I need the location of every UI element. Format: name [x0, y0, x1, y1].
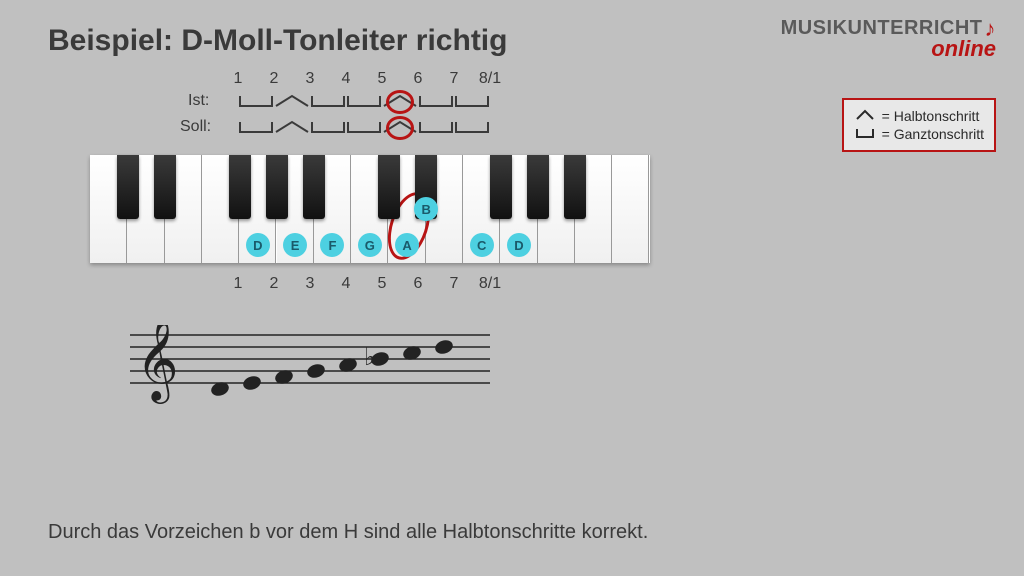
white-key — [612, 155, 649, 263]
black-key — [303, 155, 325, 219]
half-step-symbol — [854, 108, 876, 124]
scale-number: 1 — [220, 70, 256, 88]
note-marker: D — [507, 233, 531, 257]
black-key — [564, 155, 586, 219]
scale-number: 4 — [328, 70, 364, 88]
music-staff: 𝄞 ♭ — [130, 325, 490, 425]
black-key — [117, 155, 139, 219]
scale-number: 8/1 — [472, 70, 508, 88]
scale-number: 2 — [256, 70, 292, 88]
black-key — [527, 155, 549, 219]
highlight-circle — [386, 116, 414, 140]
scale-number: 6 — [400, 275, 436, 293]
soll-label: Soll: — [180, 118, 211, 136]
legend-box: = Halbtonschritt = Ganztonschritt — [842, 98, 996, 152]
brand-logo: MUSIKUNTERRICHT♪ online — [781, 18, 996, 60]
ist-label: Ist: — [188, 92, 209, 110]
scale-number: 8/1 — [472, 275, 508, 293]
scale-number: 1 — [220, 275, 256, 293]
soll-brackets — [238, 118, 494, 138]
scale-numbers-bottom: 12345678/1 — [220, 275, 508, 293]
highlight-circle — [386, 90, 414, 114]
ist-brackets — [238, 92, 494, 112]
whole-step-symbol — [854, 126, 876, 142]
piano-keyboard: DEFGABCD — [90, 155, 650, 263]
scale-number: 3 — [292, 70, 328, 88]
caption-text: Durch das Vorzeichen b vor dem H sind al… — [48, 521, 648, 544]
scale-number: 5 — [364, 70, 400, 88]
note-marker: D — [246, 233, 270, 257]
whole-step-label: = Ganztonschritt — [882, 126, 984, 142]
scale-number: 7 — [436, 275, 472, 293]
scale-numbers-top: 12345678/1 — [220, 70, 508, 88]
black-key — [378, 155, 400, 219]
black-key — [490, 155, 512, 219]
note-marker: G — [358, 233, 382, 257]
black-key — [229, 155, 251, 219]
half-step-label: = Halbtonschritt — [882, 108, 980, 124]
scale-number: 6 — [400, 70, 436, 88]
scale-number: 4 — [328, 275, 364, 293]
note-marker: E — [283, 233, 307, 257]
treble-clef-icon: 𝄞 — [136, 325, 179, 404]
logo-text-2: online — [781, 38, 996, 60]
note-marker: C — [470, 233, 494, 257]
page-title: Beispiel: D-Moll-Tonleiter richtig — [48, 24, 507, 58]
note-marker: A — [395, 233, 419, 257]
black-key — [154, 155, 176, 219]
scale-number: 2 — [256, 275, 292, 293]
scale-number: 7 — [436, 70, 472, 88]
scale-number: 5 — [364, 275, 400, 293]
scale-number: 3 — [292, 275, 328, 293]
black-key — [266, 155, 288, 219]
